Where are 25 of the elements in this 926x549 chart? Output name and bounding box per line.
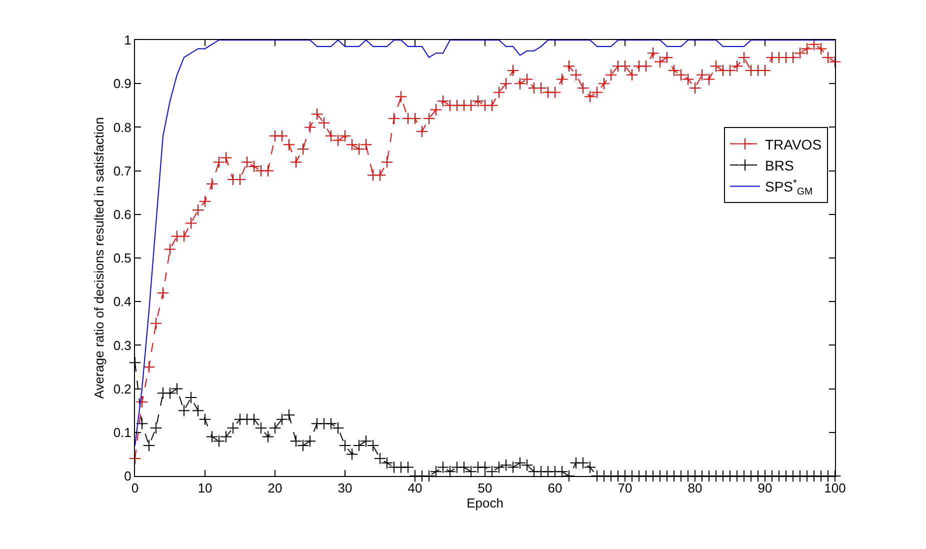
x-axis-title: Epoch	[466, 496, 504, 511]
y-tick-label: 0.4	[113, 294, 132, 310]
x-tick-label: 90	[758, 480, 772, 496]
x-tick-label: 80	[688, 480, 702, 496]
y-tick-label: 0.9	[113, 76, 132, 92]
x-tick-label: 30	[338, 480, 352, 496]
y-tick-label: 0.1	[113, 424, 132, 440]
x-tick-label: 50	[478, 480, 492, 496]
x-tick-label: 100	[824, 480, 846, 496]
legend-label: BRS	[765, 157, 794, 174]
x-tick-label: 60	[548, 480, 562, 496]
x-tick-label: 70	[618, 480, 632, 496]
y-tick-label: 0.3	[113, 338, 132, 353]
y-tick-label: 0.5	[113, 250, 132, 266]
x-tick-label: 40	[408, 480, 422, 496]
x-tick-label: 20	[268, 480, 282, 496]
y-tick-label: 0.6	[113, 206, 132, 222]
y-axis-title: Average ratio of decisions resulted in satisfaction	[91, 117, 106, 399]
y-tick-label: 0.2	[113, 381, 132, 396]
y-tick-label: 0	[124, 468, 132, 484]
legend-label: TRAVOS	[765, 136, 822, 152]
y-tick-label: 1	[124, 32, 132, 48]
y-tick-label: 0.8	[113, 120, 132, 135]
y-tick-label: 0.7	[113, 163, 132, 178]
x-tick-label: 10	[198, 480, 212, 496]
